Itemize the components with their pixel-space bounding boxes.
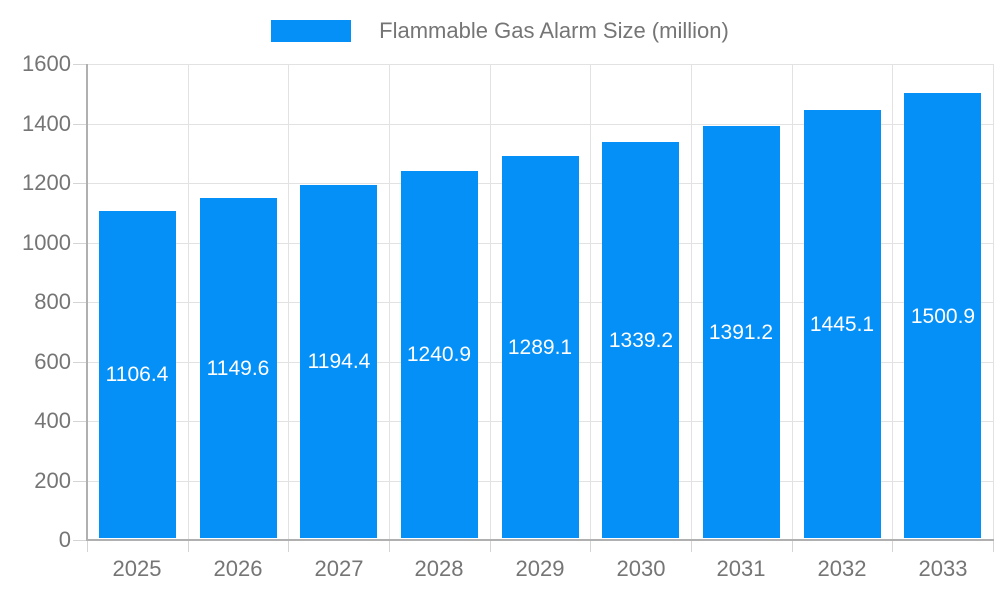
x-gridline xyxy=(792,64,793,540)
y-tick-mark xyxy=(73,540,87,541)
x-tick-label: 2033 xyxy=(918,556,968,581)
x-tick-mark xyxy=(389,540,390,552)
y-tick-label: 0 xyxy=(58,527,71,552)
x-gridline xyxy=(993,64,994,540)
y-tick-mark xyxy=(73,481,87,482)
x-tick-mark xyxy=(490,540,491,552)
bar-value-label: 1339.2 xyxy=(608,329,674,352)
y-tick-label: 800 xyxy=(34,289,71,314)
y-tick-label: 1200 xyxy=(22,170,71,195)
y-tick-label: 400 xyxy=(34,408,71,433)
x-tick-mark xyxy=(188,540,189,552)
y-tick-mark xyxy=(73,421,87,422)
x-tick-mark xyxy=(993,540,994,552)
bar-value-label: 1149.6 xyxy=(206,357,270,380)
x-tick-label: 2026 xyxy=(213,556,263,581)
bar xyxy=(502,156,579,538)
bar xyxy=(200,198,277,538)
x-gridline xyxy=(389,64,390,540)
bar-value-label: 1106.4 xyxy=(105,363,169,386)
bar-value-label: 1445.1 xyxy=(809,313,875,336)
bar xyxy=(300,185,377,538)
bar-value-label: 1391.2 xyxy=(708,321,774,344)
chart-legend[interactable]: Flammable Gas Alarm Size (million) xyxy=(0,16,1000,46)
bar-value-label: 1194.4 xyxy=(307,350,371,373)
x-tick-label: 2028 xyxy=(414,556,464,581)
x-gridline xyxy=(892,64,893,540)
bar xyxy=(401,171,478,538)
y-tick-label: 600 xyxy=(34,349,71,374)
y-tick-label: 1000 xyxy=(22,230,71,255)
x-tick-label: 2027 xyxy=(314,556,364,581)
x-axis-line xyxy=(86,539,994,541)
x-gridline xyxy=(490,64,491,540)
y-tick-mark xyxy=(73,124,87,125)
x-tick-label: 2031 xyxy=(716,556,766,581)
bar-value-label: 1289.1 xyxy=(507,336,573,359)
x-tick-label: 2025 xyxy=(112,556,162,581)
bar xyxy=(99,211,176,538)
x-tick-label: 2030 xyxy=(616,556,666,581)
bar-value-label: 1240.9 xyxy=(406,343,472,366)
y-tick-mark xyxy=(73,362,87,363)
y-gridline xyxy=(87,124,993,125)
x-tick-mark xyxy=(691,540,692,552)
y-tick-mark xyxy=(73,64,87,65)
bar xyxy=(904,93,981,538)
legend-series-label: Flammable Gas Alarm Size (million) xyxy=(379,18,729,43)
x-tick-label: 2029 xyxy=(515,556,565,581)
y-axis-line xyxy=(86,64,88,540)
x-tick-mark xyxy=(590,540,591,552)
x-tick-mark xyxy=(892,540,893,552)
y-gridline xyxy=(87,64,993,65)
legend-swatch-icon[interactable] xyxy=(271,20,352,42)
x-gridline xyxy=(691,64,692,540)
y-tick-label: 1600 xyxy=(22,51,71,76)
bar xyxy=(703,126,780,538)
bar xyxy=(804,110,881,538)
y-tick-label: 200 xyxy=(34,468,71,493)
x-gridline xyxy=(288,64,289,540)
y-tick-label: 1400 xyxy=(22,111,71,136)
y-tick-mark xyxy=(73,302,87,303)
x-tick-mark xyxy=(87,540,88,552)
x-tick-label: 2032 xyxy=(817,556,867,581)
y-tick-mark xyxy=(73,183,87,184)
x-tick-mark xyxy=(792,540,793,552)
y-tick-mark xyxy=(73,243,87,244)
x-gridline xyxy=(590,64,591,540)
x-gridline xyxy=(188,64,189,540)
x-tick-mark xyxy=(288,540,289,552)
bar xyxy=(602,142,679,538)
bar-value-label: 1500.9 xyxy=(910,305,976,328)
